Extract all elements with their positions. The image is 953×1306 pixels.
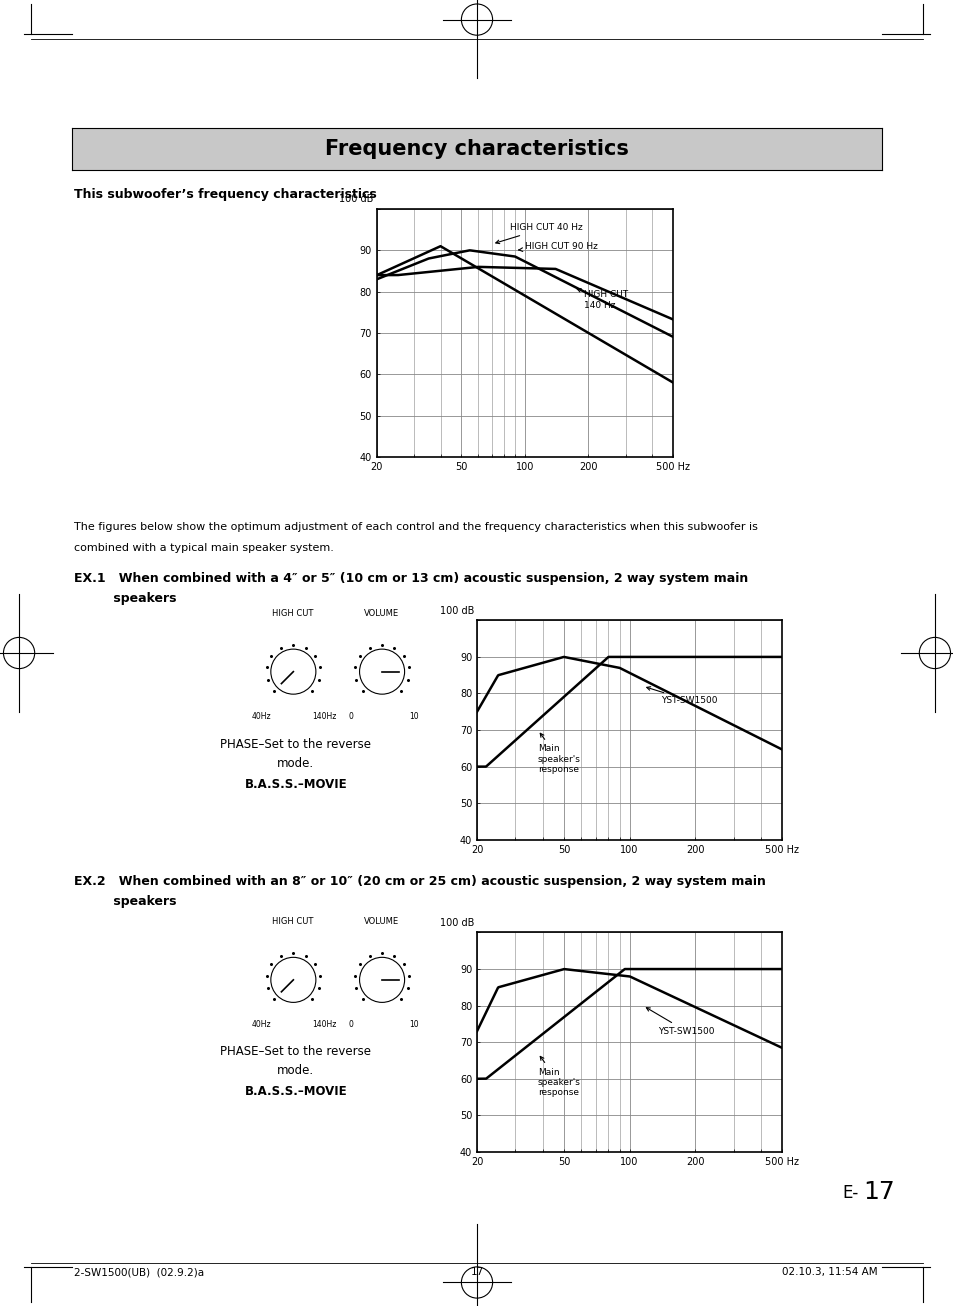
- Text: 10: 10: [409, 712, 418, 721]
- Text: 40Hz: 40Hz: [252, 1020, 272, 1029]
- Text: YST-SW1500: YST-SW1500: [646, 1008, 714, 1036]
- Text: YST-SW1500: YST-SW1500: [646, 687, 718, 705]
- Text: VOLUME: VOLUME: [364, 917, 398, 926]
- Text: speakers: speakers: [74, 895, 176, 908]
- Text: 17: 17: [470, 1267, 483, 1277]
- Text: B.A.S.S.–MOVIE: B.A.S.S.–MOVIE: [244, 1085, 347, 1098]
- Text: 40Hz: 40Hz: [252, 712, 272, 721]
- Text: EX.2   When combined with an 8″ or 10″ (20 cm or 25 cm) acoustic suspension, 2 w: EX.2 When combined with an 8″ or 10″ (20…: [74, 875, 765, 888]
- Text: 140Hz: 140Hz: [313, 1020, 336, 1029]
- Text: Main
speaker's
response: Main speaker's response: [537, 1057, 580, 1097]
- Text: PHASE–Set to the reverse: PHASE–Set to the reverse: [220, 738, 371, 751]
- Text: Frequency characteristics: Frequency characteristics: [325, 138, 628, 159]
- Text: HIGH CUT 90 Hz: HIGH CUT 90 Hz: [518, 242, 597, 252]
- Text: 140Hz: 140Hz: [313, 712, 336, 721]
- Text: EX.1   When combined with a 4″ or 5″ (10 cm or 13 cm) acoustic suspension, 2 way: EX.1 When combined with a 4″ or 5″ (10 c…: [74, 572, 748, 585]
- Text: 17: 17: [862, 1181, 894, 1204]
- Text: 02.10.3, 11:54 AM: 02.10.3, 11:54 AM: [781, 1267, 877, 1277]
- Text: mode.: mode.: [277, 757, 314, 771]
- Text: The figures below show the optimum adjustment of each control and the frequency : The figures below show the optimum adjus…: [74, 522, 758, 533]
- Text: 10: 10: [409, 1020, 418, 1029]
- Text: 0: 0: [348, 1020, 353, 1029]
- Text: speakers: speakers: [74, 592, 176, 605]
- Text: HIGH CUT
140 Hz: HIGH CUT 140 Hz: [577, 289, 627, 310]
- Text: PHASE–Set to the reverse: PHASE–Set to the reverse: [220, 1045, 371, 1058]
- Text: HIGH CUT: HIGH CUT: [272, 917, 314, 926]
- Text: E-: E-: [841, 1183, 858, 1202]
- Text: 0: 0: [348, 712, 353, 721]
- Text: HIGH CUT: HIGH CUT: [272, 609, 314, 618]
- Text: 2-SW1500(UB)  (02.9.2)a: 2-SW1500(UB) (02.9.2)a: [74, 1267, 204, 1277]
- Text: Main
speaker's
response: Main speaker's response: [537, 733, 580, 774]
- Text: B.A.S.S.–MOVIE: B.A.S.S.–MOVIE: [244, 778, 347, 791]
- Text: 100 dB: 100 dB: [339, 195, 374, 204]
- Text: 100 dB: 100 dB: [439, 918, 474, 929]
- Text: HIGH CUT 40 Hz: HIGH CUT 40 Hz: [496, 223, 582, 244]
- Text: VOLUME: VOLUME: [364, 609, 398, 618]
- Text: combined with a typical main speaker system.: combined with a typical main speaker sys…: [74, 543, 334, 554]
- Text: This subwoofer’s frequency characteristics: This subwoofer’s frequency characteristi…: [74, 188, 376, 201]
- Text: mode.: mode.: [277, 1064, 314, 1077]
- Text: 100 dB: 100 dB: [439, 606, 474, 616]
